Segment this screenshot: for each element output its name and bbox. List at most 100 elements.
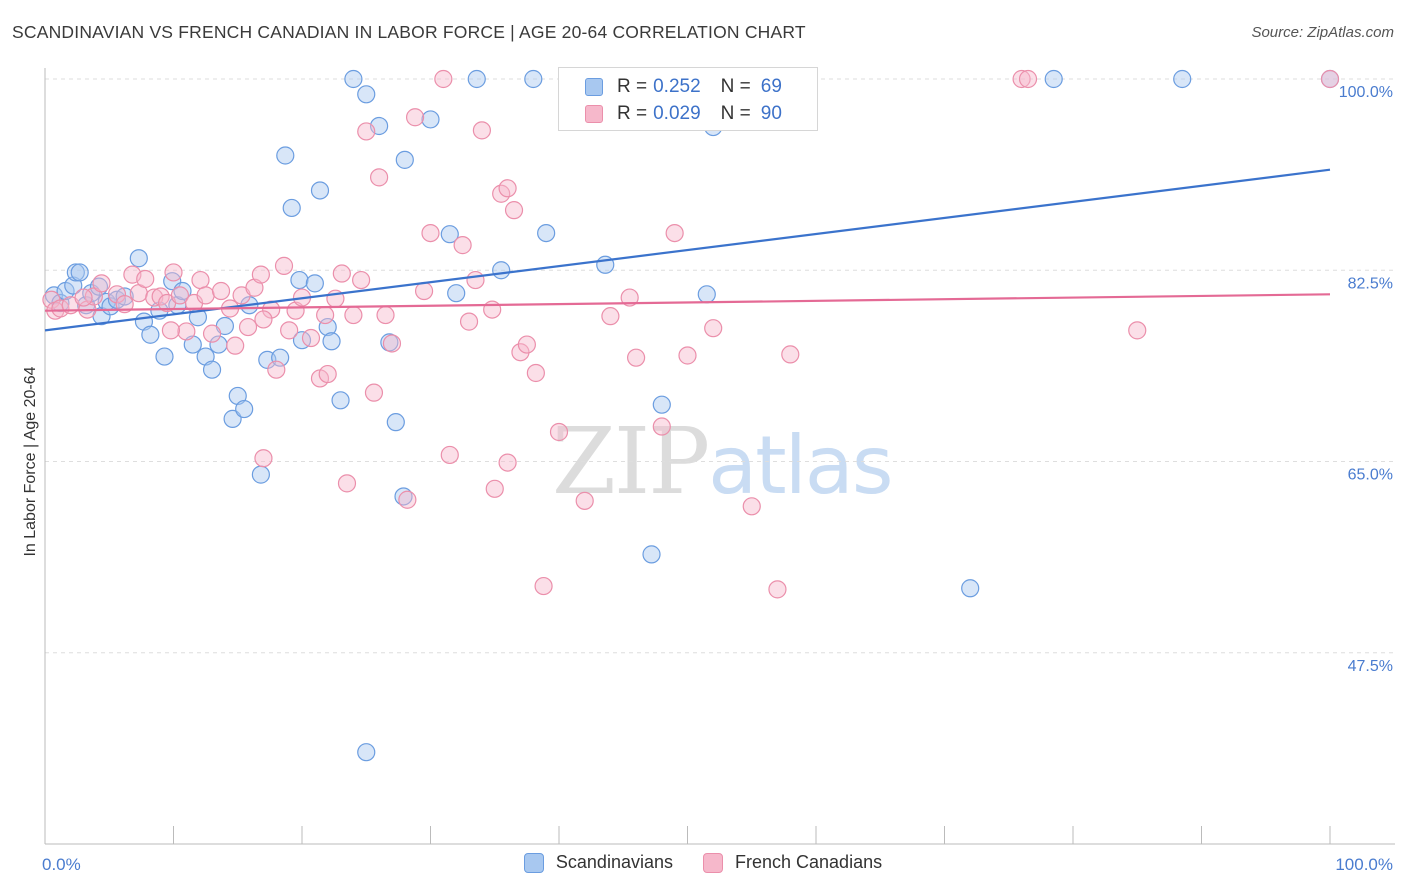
legend-n-label: N = (720, 76, 751, 97)
scandinavian-point (961, 579, 980, 598)
scandinavian-point (1044, 69, 1063, 89)
scandinavian-point (386, 413, 405, 432)
french-canadian-point (191, 270, 210, 290)
trend-line-french-canadians (44, 293, 1331, 312)
scandinavian-point (129, 249, 148, 268)
french-canadian-point (177, 322, 196, 341)
scandinavian-point (155, 347, 174, 366)
french-canadian-point (226, 336, 245, 355)
scandinavian-point (357, 85, 376, 104)
french-canadian-point (652, 417, 671, 436)
french-canadian-point (254, 310, 273, 329)
french-canadian-point (678, 346, 697, 365)
scandinavian-point (447, 284, 466, 303)
french-canadian-point (398, 490, 417, 509)
y-tick-label: 65.0% (1348, 467, 1393, 484)
y-axis-title: In Labor Force | Age 20-64 (22, 366, 39, 556)
french-canadian-point (768, 580, 787, 599)
french-canadian-point (742, 497, 761, 516)
scandinavian-point (537, 223, 556, 243)
french-canadian-point (211, 281, 231, 301)
french-canadian-point (504, 201, 524, 220)
bottom-legend-scandinavians: Scandinavians (523, 852, 673, 873)
french-canadian-point (352, 270, 371, 290)
scandinavian-point (344, 69, 363, 89)
french-canadian-point (440, 445, 459, 465)
french-canadian-point (434, 69, 453, 89)
y-tick-label: 47.5% (1348, 658, 1393, 675)
french-canadian-point (459, 312, 479, 331)
french-canadian-point (414, 281, 434, 301)
bottom-legend-swatch-scandinavians (523, 852, 544, 873)
scandinavian-point (290, 270, 309, 290)
scandinavian-point (652, 395, 671, 414)
scandinavian-point (524, 69, 543, 89)
french-canadian-point (472, 121, 491, 140)
stats-legend: R = 0.252 N = 69 R = 0.029 N = 90 (558, 67, 818, 131)
legend-r-label: R = (617, 76, 648, 97)
scandinavian-point (223, 409, 242, 428)
french-canadian-point (376, 305, 395, 325)
french-canadian-point (318, 364, 337, 384)
french-canadian-point (466, 270, 485, 290)
french-canadian-point (1012, 69, 1031, 89)
scandinavian-point (357, 743, 376, 762)
french-canadian-point (316, 305, 335, 325)
french-canadian-point (267, 360, 286, 379)
french-canadian-point (620, 288, 639, 307)
french-canadian-point (601, 307, 620, 326)
watermark: ZIPatlas (552, 408, 894, 515)
scandinavian-point (202, 360, 222, 379)
french-canadian-point (626, 348, 646, 367)
scandinavian-point (282, 198, 301, 218)
french-canadian-point (151, 287, 170, 306)
series-french-canadians (42, 69, 1340, 599)
french-canadian-point (1018, 69, 1038, 89)
scandinavian-point (331, 391, 350, 410)
french-canadian-point (92, 274, 111, 293)
legend-r-value: 0.029 (653, 103, 701, 124)
french-canadian-point (421, 223, 440, 243)
french-canadian-point (344, 305, 363, 325)
french-canadian-point (280, 321, 299, 340)
x-tick-label: 0.0% (42, 855, 81, 874)
french-canadian-point (498, 179, 517, 198)
scandinavian-point (395, 150, 414, 169)
watermark-atlas: atlas (708, 419, 893, 512)
french-canadian-point (364, 383, 384, 402)
french-canadian-point (357, 122, 376, 141)
legend-r-value: 0.252 (653, 76, 701, 97)
scandinavian-point (89, 277, 109, 296)
axes (44, 68, 1395, 845)
scandinavian-point (251, 465, 270, 484)
french-canadian-point (1128, 321, 1147, 340)
french-canadian-point (170, 286, 190, 305)
scandinavian-point (70, 263, 89, 282)
french-canadian-point (575, 491, 594, 510)
scandinavian-point (305, 274, 324, 293)
french-canadian-point (202, 324, 222, 343)
french-canadian-point (526, 363, 545, 383)
french-canadian-point (196, 286, 215, 305)
french-canadian-point (51, 299, 70, 318)
scandinavian-point (467, 69, 486, 89)
french-canadian-point (254, 449, 273, 468)
french-canadian-point (453, 236, 472, 255)
legend-r-label: R = (617, 103, 648, 124)
french-canadian-point (301, 328, 321, 348)
french-canadian-point (498, 453, 517, 472)
french-canadian-point (704, 319, 723, 338)
french-canadian-point (251, 265, 270, 284)
french-canadian-point (405, 108, 425, 127)
french-canadian-point (781, 345, 800, 364)
french-canadian-point (164, 263, 183, 282)
legend-row-scandinavians: R = 0.252 N = 69 (585, 74, 782, 100)
scandinavian-point (276, 146, 295, 165)
scandinavian-point (1173, 69, 1192, 89)
french-canadian-point (161, 321, 181, 340)
scandinavian-point (271, 348, 290, 367)
grid-lines (45, 78, 1395, 654)
scandinavian-point (642, 545, 661, 564)
x-tick-label: 100.0% (1335, 855, 1393, 874)
